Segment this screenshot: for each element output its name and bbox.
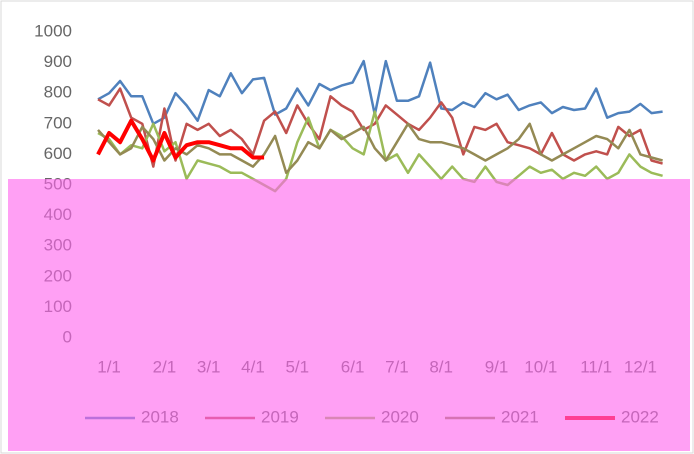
y-tick-label: 900 — [44, 52, 72, 71]
y-tick-label: 700 — [44, 113, 72, 132]
series-line — [96, 118, 265, 163]
y-tick-label: 800 — [44, 83, 72, 102]
series-line — [97, 87, 663, 168]
series-line — [97, 110, 663, 193]
overlay — [8, 179, 690, 451]
series-line — [97, 59, 663, 126]
series-line — [97, 122, 663, 175]
y-tick-label: 600 — [44, 144, 72, 163]
y-tick-label: 1000 — [34, 21, 72, 40]
